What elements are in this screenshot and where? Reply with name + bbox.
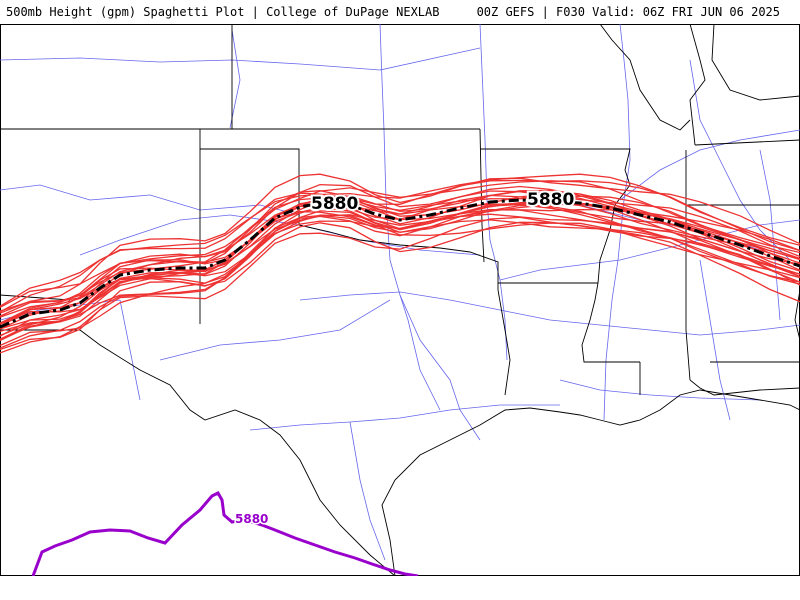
- mean-contour-label-right: 5880: [527, 190, 574, 210]
- map-panel[interactable]: 5880 5880 5880: [0, 24, 800, 576]
- ensemble-mean-5880-contour: [0, 198, 800, 329]
- footer-bar: [0, 576, 800, 600]
- purple-5880-contour: [31, 491, 419, 576]
- ensemble-member-contour: [0, 216, 800, 354]
- ensemble-member-contour: [0, 195, 800, 324]
- ensemble-member-contours: [0, 173, 800, 354]
- plot-title: 500mb Height (gpm) Spaghetti Plot | Coll…: [6, 5, 440, 19]
- ensemble-member-contour: [0, 214, 800, 349]
- ensemble-member-contour: [0, 202, 800, 330]
- ensemble-member-contour: [0, 214, 800, 347]
- ensemble-member-contour: [0, 213, 800, 342]
- mean-contour-label-left: 5880: [311, 194, 358, 214]
- ensemble-member-contour: [0, 173, 800, 307]
- run-valid-time: 00Z GEFS | F030 Valid: 06Z FRI JUN 06 20…: [476, 5, 780, 19]
- ensemble-member-contour: [0, 180, 800, 308]
- ensemble-member-contour: [0, 189, 800, 317]
- highway-network: [0, 24, 800, 561]
- ensemble-member-contour: [0, 193, 800, 325]
- ensemble-member-contour: [0, 199, 800, 324]
- ensemble-member-contour: [0, 173, 800, 314]
- ensemble-member-contour: [0, 183, 800, 312]
- ensemble-member-contour: [0, 204, 800, 337]
- header-bar: 500mb Height (gpm) Spaghetti Plot | Coll…: [0, 0, 800, 24]
- purple-contour-label: 5880: [235, 512, 268, 526]
